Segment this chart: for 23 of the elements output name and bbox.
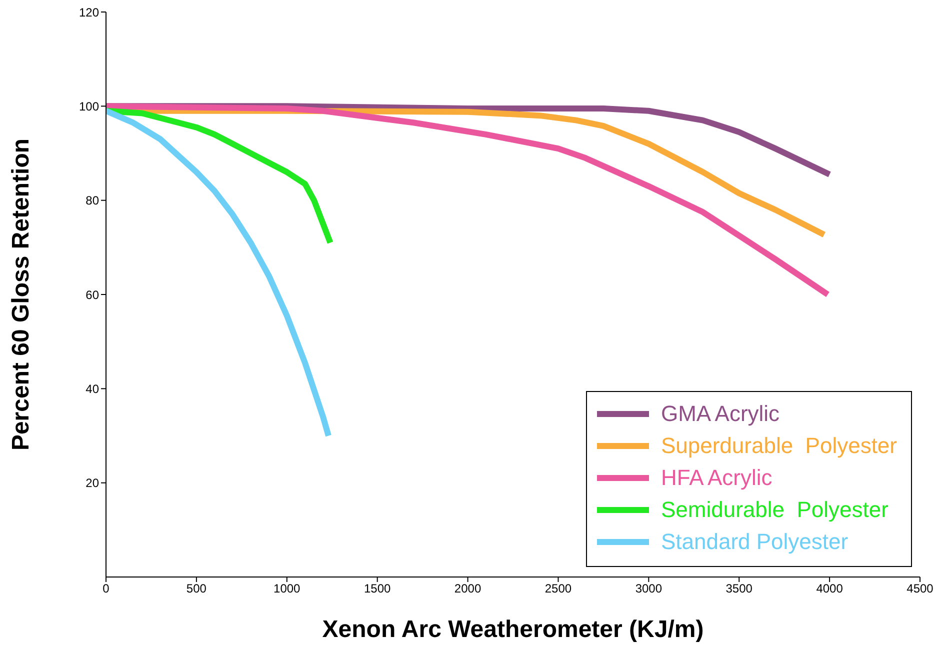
y-tick-label: 80: [86, 194, 100, 208]
legend-label: Superdurable Polyester: [660, 433, 897, 459]
y-tick-label: 20: [86, 476, 100, 490]
x-tick-label: 2500: [544, 582, 572, 596]
x-tick-label: 500: [186, 582, 207, 596]
y-axis-title: Percent 60 Gloss Retention: [8, 138, 35, 451]
x-tick-label: 4000: [816, 582, 844, 596]
x-tick-label: 3000: [635, 582, 662, 596]
legend-label: Semidurable Polyester: [660, 497, 888, 523]
x-tick-label: 1500: [364, 582, 392, 596]
x-axis-title: Xenon Arc Weatherometer (KJ/m): [322, 616, 704, 643]
y-tick-label: 100: [78, 99, 100, 114]
legend-label: Standard Polyester: [660, 529, 848, 555]
x-tick-label: 1000: [274, 582, 301, 596]
legend-label: HFA Acrylic: [660, 465, 772, 491]
x-tick-label: 0: [102, 582, 110, 596]
y-tick-label: 40: [86, 382, 100, 396]
legend-label: GMA Acrylic: [660, 401, 780, 427]
x-tick-label: 4500: [906, 582, 934, 596]
y-tick-label: 60: [86, 288, 100, 302]
x-tick-label: 3500: [726, 582, 753, 596]
x-tick-label: 2000: [454, 582, 482, 596]
y-tick-label: 120: [78, 5, 100, 20]
